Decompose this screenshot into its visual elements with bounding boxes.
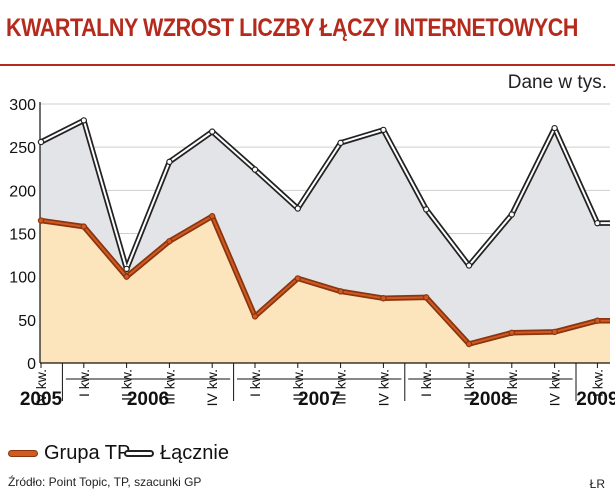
grupa-tp-inner (40, 215, 610, 346)
lacznie-point-12 (551, 124, 558, 132)
grupa-tp-point-5 (251, 313, 259, 320)
lacznie-inner (40, 119, 610, 270)
x-category-label-7: III kw. (333, 369, 349, 405)
x-category-label-11: III kw. (504, 369, 520, 405)
credit-note: ŁR (589, 477, 605, 491)
year-label-2007: 2007 (298, 389, 340, 410)
year-label-2006: 2006 (127, 389, 169, 410)
year-label-2005: 2005 (20, 389, 63, 410)
y-tick-label-0: 0 (27, 356, 36, 373)
x-category-label-2: II kw. (119, 369, 135, 401)
x-category-label-3: III kw. (161, 369, 177, 405)
x-category-label-5: I kw. (247, 369, 263, 397)
x-category-label-13: I kw. (589, 369, 605, 397)
unit-note: Dane w tys. (507, 72, 607, 93)
source-note: Źródło: Point Topic, TP, szacunki GP (8, 475, 202, 489)
grupa-tp-point-9 (423, 294, 430, 301)
x-category-labels: IV kw. I kw. II kw. III kw. IV kw. I kw. II kw… (33, 363, 605, 406)
x-category-label-9: I kw. (418, 369, 434, 397)
lacznie-point-0 (37, 138, 45, 146)
x-category-label-10: II kw. (461, 369, 477, 401)
lacznie-point-2 (123, 265, 130, 273)
grupa-tp-point-7 (337, 288, 344, 295)
chart-title: KWARTALNY WZROST LICZBY ŁĄCZY INTERNETOW… (6, 14, 578, 42)
line-lacznie (37, 117, 610, 273)
y-tick-label-300: 300 (9, 97, 36, 114)
lacznie-point-11 (508, 211, 515, 218)
x-category-label-8: IV kw. (375, 369, 391, 406)
legend-label-lacznie: Łącznie (160, 442, 229, 464)
lacznie-point-6 (294, 205, 301, 212)
y-tick-labels: 0 50 100 150 200 250 300 (9, 97, 36, 373)
grupa-tp-point-6 (294, 275, 301, 282)
title-rule (0, 64, 615, 66)
chart: 0 50 100 150 200 250 300 IV kw. I kw. II kw. III … (9, 97, 615, 410)
grupa-tp-point-3 (166, 238, 173, 245)
y-tick-label-200: 200 (9, 183, 36, 200)
x-category-label-0: IV kw. (33, 369, 49, 406)
y-tick-label-50: 50 (18, 313, 36, 330)
grupa-tp-point-4 (208, 213, 216, 220)
lacznie-point-4 (208, 128, 216, 135)
legend-item-lacznie: Łącznie (124, 442, 229, 465)
lacznie-point-10 (465, 262, 473, 269)
grupa-tp-point-10 (465, 340, 473, 348)
x-category-label-6: II kw. (290, 369, 306, 401)
axes (39, 102, 610, 364)
lacznie-point-8 (380, 126, 387, 134)
year-label-2008: 2008 (469, 389, 511, 410)
legend-label-grupa-tp: Grupa TP (44, 442, 131, 464)
lacznie-point-9 (423, 206, 430, 213)
x-category-label-4: IV kw. (204, 369, 220, 406)
lacznie-point-3 (166, 158, 173, 166)
y-tick-label-250: 250 (9, 140, 36, 157)
area-grupa-tp (40, 216, 610, 363)
grupa-tp-point-8 (380, 295, 387, 302)
legend-swatch-grupa-tp (8, 450, 38, 457)
legend-swatch-lacznie (124, 450, 154, 457)
grupa-tp-point-1 (80, 223, 88, 230)
lacznie-point-13 (594, 219, 601, 227)
year-label-2009: 2009 (576, 389, 615, 410)
grupa-tp-point-0 (37, 217, 45, 224)
lacznie-point-5 (251, 166, 259, 173)
grupa-tp-point-11 (508, 329, 515, 336)
line-grupa-tp (37, 213, 610, 348)
x-category-label-1: I kw. (76, 369, 92, 397)
grupa-tp-point-13 (594, 317, 601, 324)
y-tick-label-100: 100 (9, 270, 36, 287)
lacznie-point-7 (337, 139, 344, 147)
grupa-tp-point-12 (551, 328, 558, 336)
y-tick-label-150: 150 (9, 227, 36, 244)
legend-item-grupa-tp: Grupa TP (8, 442, 130, 465)
x-category-label-12: IV kw. (547, 369, 563, 406)
lacznie-point-1 (80, 117, 88, 124)
grupa-tp-point-2 (123, 273, 130, 280)
year-labels: 2005 2006 2007 2008 2009 (20, 363, 615, 410)
